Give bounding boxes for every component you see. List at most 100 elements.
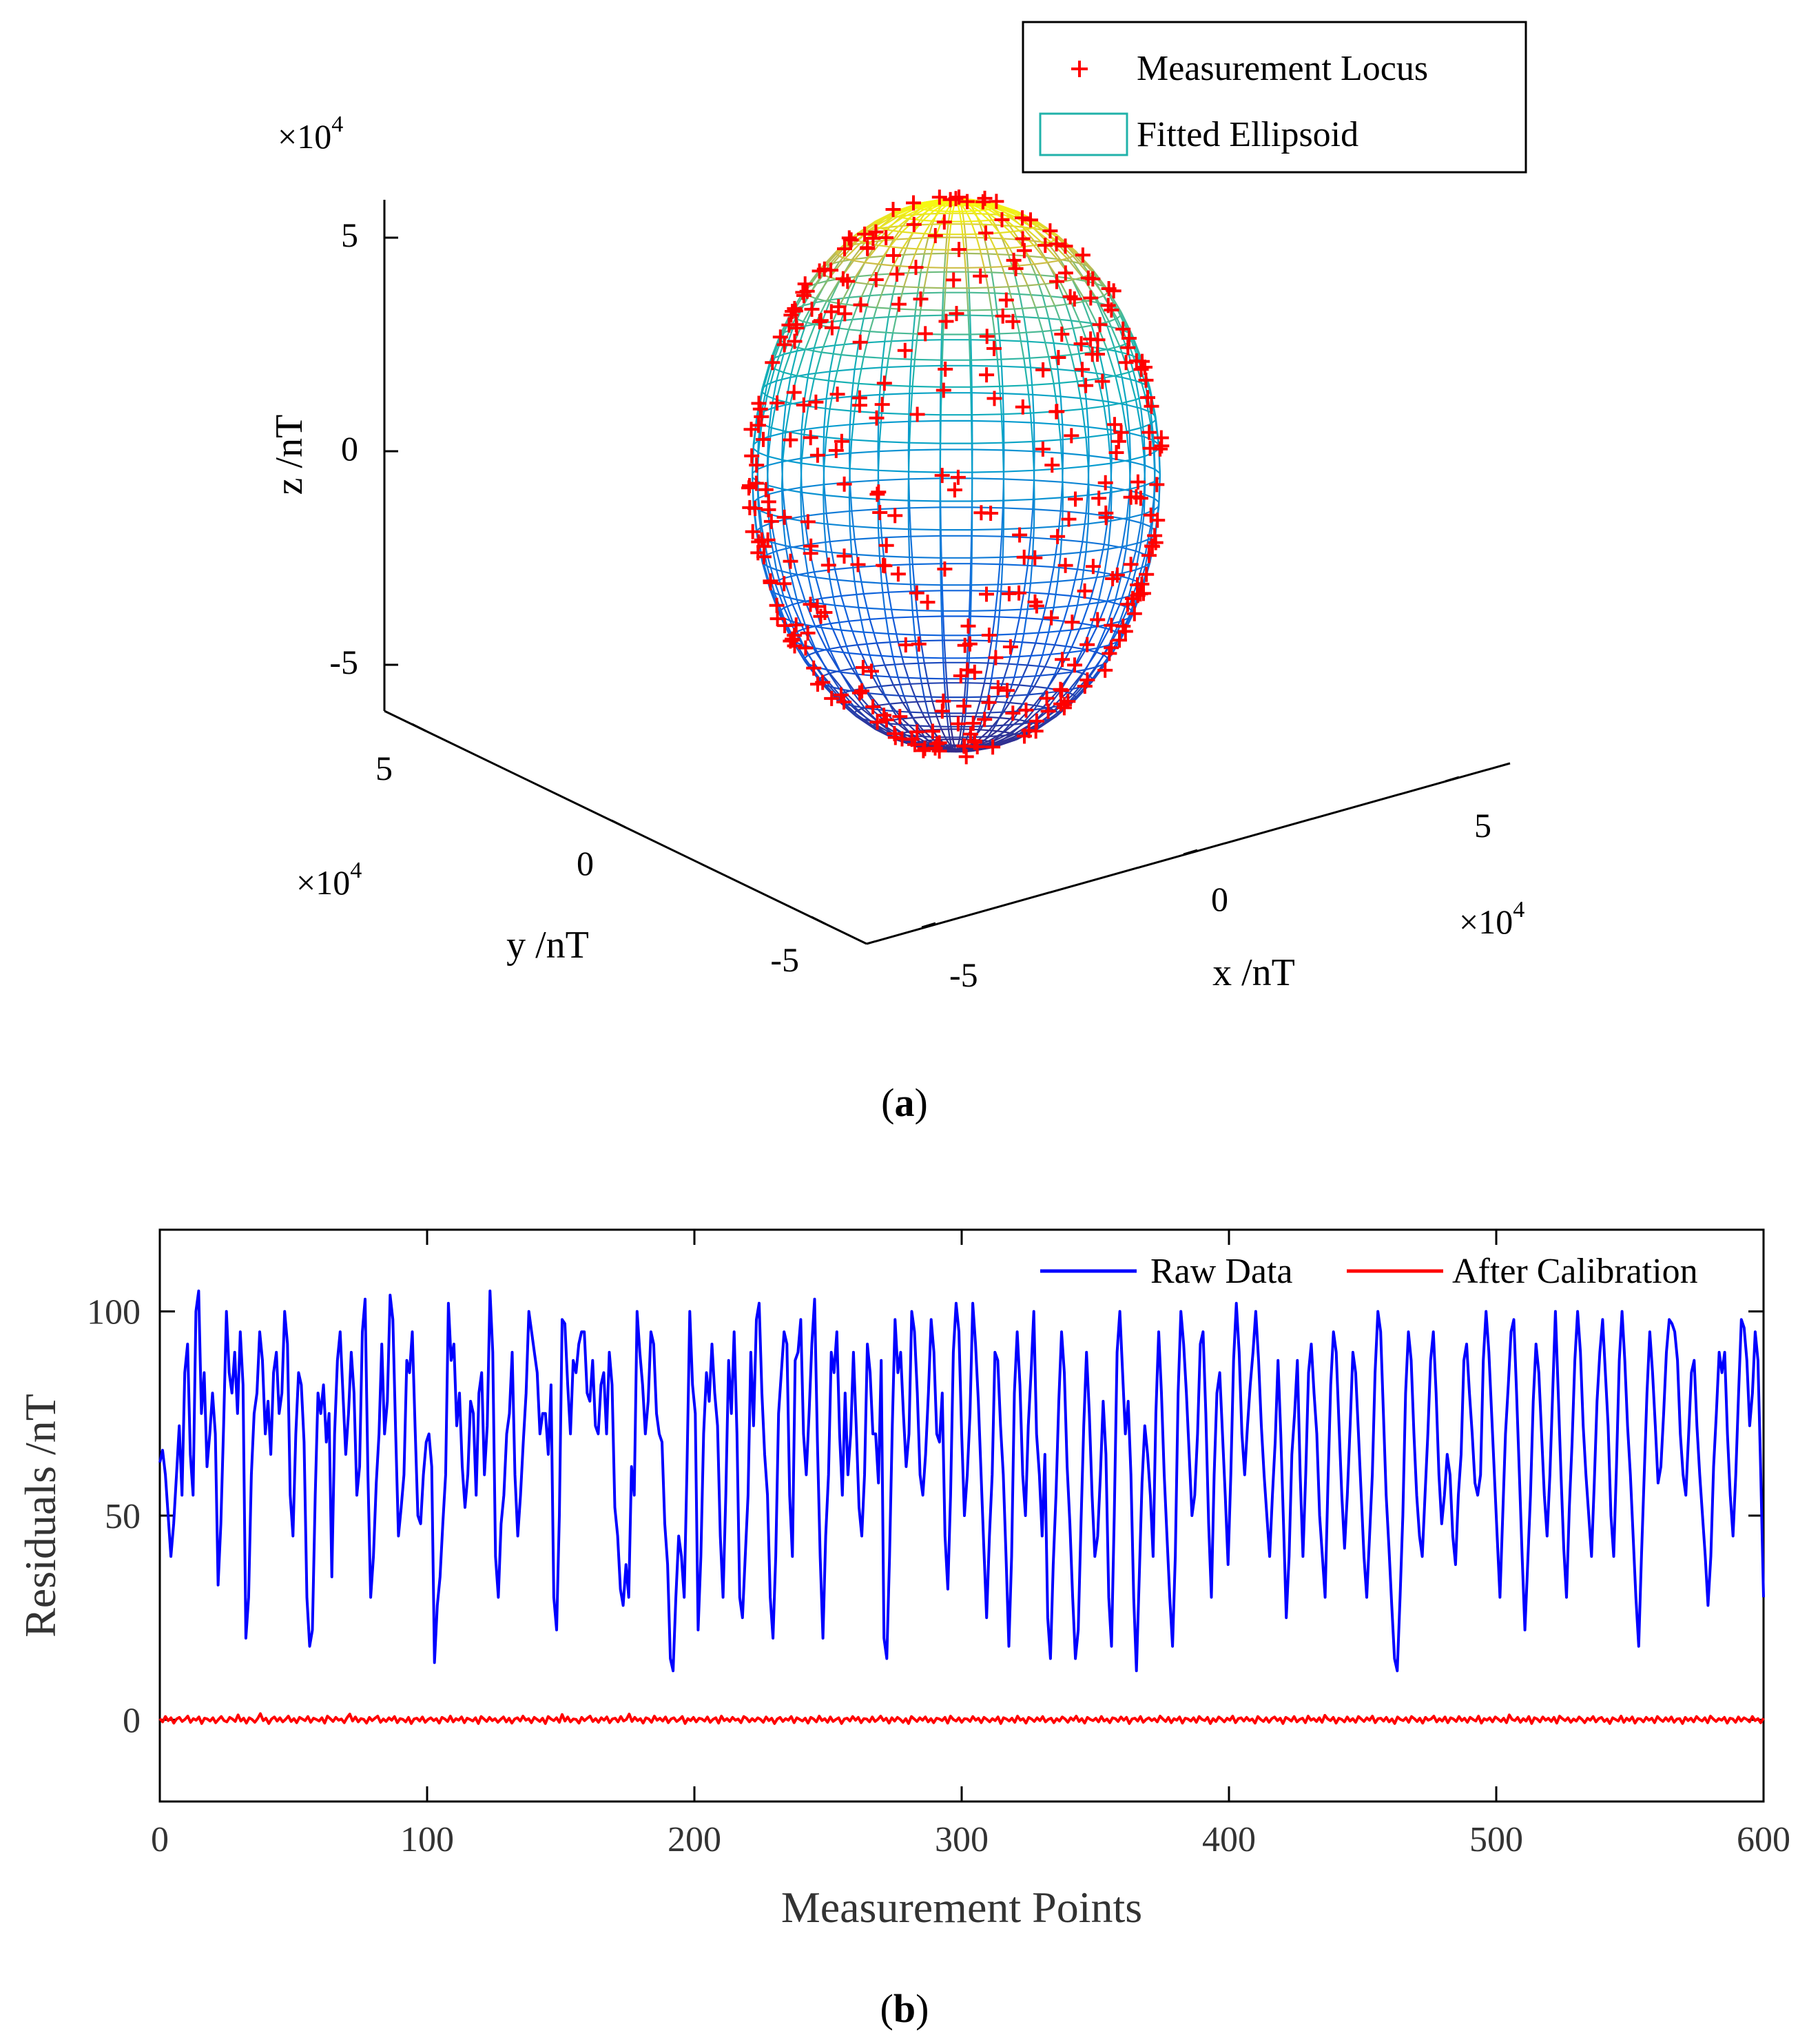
ellipsoid-mesh-segment — [757, 497, 763, 527]
ellipsoid-mesh-segment — [1059, 440, 1064, 469]
ellipsoid-mesh-segment — [997, 358, 1024, 360]
ellipsoid-mesh-segment — [971, 584, 1002, 586]
ellipsoid-mesh-segment — [999, 536, 1003, 565]
ellipsoid-mesh-segment — [878, 449, 909, 453]
ellipsoid-mesh-segment — [796, 349, 806, 376]
ellipsoid-mesh-segment — [889, 225, 903, 228]
ellipsoid-mesh-segment — [1087, 466, 1090, 495]
ellipsoid-mesh-segment — [949, 737, 952, 745]
ellipsoid-mesh-segment — [940, 340, 942, 366]
measurement-locus-point — [1068, 491, 1083, 507]
ellipsoid-mesh-segment — [877, 441, 880, 471]
measurement-locus-point — [806, 660, 822, 676]
ellipsoid-mesh-segment — [1140, 427, 1145, 457]
ellipsoid-mesh-segment — [1057, 578, 1083, 583]
ellipsoid-mesh-segment — [830, 650, 849, 654]
ellipsoid-mesh-segment — [1014, 272, 1036, 276]
ellipsoid-mesh-segment — [1111, 488, 1131, 493]
ellipsoid-mesh-segment — [783, 595, 798, 601]
ellipsoid-mesh-segment — [840, 329, 850, 355]
ellipsoid-mesh-segment — [768, 455, 783, 461]
x-tick-mark — [921, 922, 936, 929]
ellipsoid-mesh-segment — [962, 726, 965, 738]
ellipsoid-mesh-segment — [1137, 369, 1146, 397]
measurement-locus-point — [1154, 438, 1170, 454]
ellipsoid-mesh-segment — [1062, 630, 1072, 654]
ellipsoid-mesh-segment — [885, 285, 904, 288]
measurement-locus-point — [960, 662, 975, 678]
ellipsoid-mesh-segment — [1106, 345, 1120, 351]
ellipsoid-mesh-segment — [922, 209, 935, 221]
ellipsoid-mesh-segment — [1024, 355, 1049, 360]
ellipsoid-mesh-segment — [1121, 399, 1137, 404]
ellipsoid-mesh-segment — [1055, 644, 1072, 648]
measurement-locus-point — [1092, 317, 1108, 333]
ellipsoid-mesh-segment — [935, 220, 942, 235]
ellipsoid-mesh-segment — [1033, 470, 1035, 499]
ellipsoid-mesh-segment — [1002, 442, 1004, 472]
ellipsoid-mesh-segment — [1001, 695, 1010, 713]
measurement-locus-point — [960, 194, 975, 209]
ellipsoid-mesh-segment — [912, 231, 924, 235]
ellipsoid-mesh-segment — [923, 203, 940, 211]
ellipsoid-mesh-segment — [851, 242, 866, 260]
measurement-locus-point — [808, 394, 824, 410]
ellipsoid-mesh-segment — [972, 528, 1004, 531]
measurement-locus-point — [860, 240, 876, 256]
measurement-locus-point — [1015, 399, 1031, 415]
ellipsoid-mesh-segment — [1057, 235, 1077, 252]
ellipsoid-mesh-segment — [856, 644, 869, 668]
ellipsoid-mesh-segment — [1108, 318, 1117, 322]
ellipsoid-mesh-segment — [849, 497, 878, 500]
measurement-locus-point — [986, 391, 1002, 406]
ellipsoid-mesh-segment — [1004, 719, 1020, 733]
measurement-locus-point — [851, 398, 867, 413]
ellipsoid-mesh-segment — [1009, 246, 1023, 249]
ellipsoid-mesh-segment — [1106, 292, 1122, 316]
ellipsoid-mesh-segment — [834, 605, 843, 630]
ellipsoid-mesh-segment — [1121, 377, 1128, 405]
measurement-locus-point — [966, 664, 982, 680]
ellipsoid-mesh-segment — [965, 211, 972, 222]
ellipsoid-mesh-segment — [826, 668, 841, 673]
ellipsoid-mesh-segment — [1035, 619, 1044, 643]
ellipsoid-mesh-segment — [971, 609, 1000, 612]
ellipsoid-mesh-segment — [1085, 524, 1089, 553]
ellipsoid-mesh-segment — [996, 734, 1011, 744]
ellipsoid-mesh-segment — [887, 333, 894, 359]
ellipsoid-mesh-segment — [814, 378, 836, 382]
measurement-locus-point — [906, 195, 921, 211]
ellipsoid-mesh-segment — [1097, 644, 1110, 649]
ellipsoid-mesh-segment — [1085, 666, 1097, 671]
ellipsoid-mesh-segment — [774, 368, 784, 373]
ellipsoid-mesh-segment — [1000, 366, 1004, 394]
ellipsoid-mesh-segment — [885, 608, 913, 612]
ellipsoid-mesh-segment — [966, 288, 969, 311]
ellipsoid-mesh-segment — [1009, 701, 1023, 705]
ellipsoid-mesh-segment — [808, 575, 830, 580]
ellipsoid-mesh-segment — [840, 630, 850, 654]
ellipsoid-mesh-segment — [1082, 623, 1097, 628]
ellipsoid-mesh-segment — [909, 683, 918, 703]
ellipsoid-mesh-segment — [1070, 569, 1079, 597]
measurement-locus-point — [796, 397, 812, 413]
ellipsoid-mesh-segment — [927, 683, 933, 702]
ellipsoid-mesh-segment — [830, 296, 849, 301]
ellipsoid-mesh-segment — [876, 641, 898, 644]
ellipsoid-mesh-segment — [1031, 441, 1035, 471]
ellipsoid-mesh-segment — [767, 513, 772, 543]
ellipsoid-mesh-segment — [1097, 347, 1105, 375]
ellipsoid-mesh-segment — [909, 557, 912, 585]
ellipsoid-mesh-segment — [924, 696, 946, 699]
measurement-locus-point — [973, 268, 989, 284]
measurement-locus-point — [897, 342, 913, 358]
ellipsoid-mesh-segment — [1071, 595, 1091, 599]
ellipsoid-mesh-segment — [1001, 663, 1010, 685]
ellipsoid-mesh-segment — [996, 610, 1001, 635]
ellipsoid-mesh-segment — [1090, 602, 1099, 628]
measurement-locus-point — [843, 232, 858, 248]
ellipsoid-mesh-segment — [878, 498, 909, 502]
ellipsoid-mesh-segment — [1062, 497, 1064, 526]
measurement-locus-point — [949, 306, 964, 322]
ellipsoid-mesh-segment — [946, 713, 949, 727]
